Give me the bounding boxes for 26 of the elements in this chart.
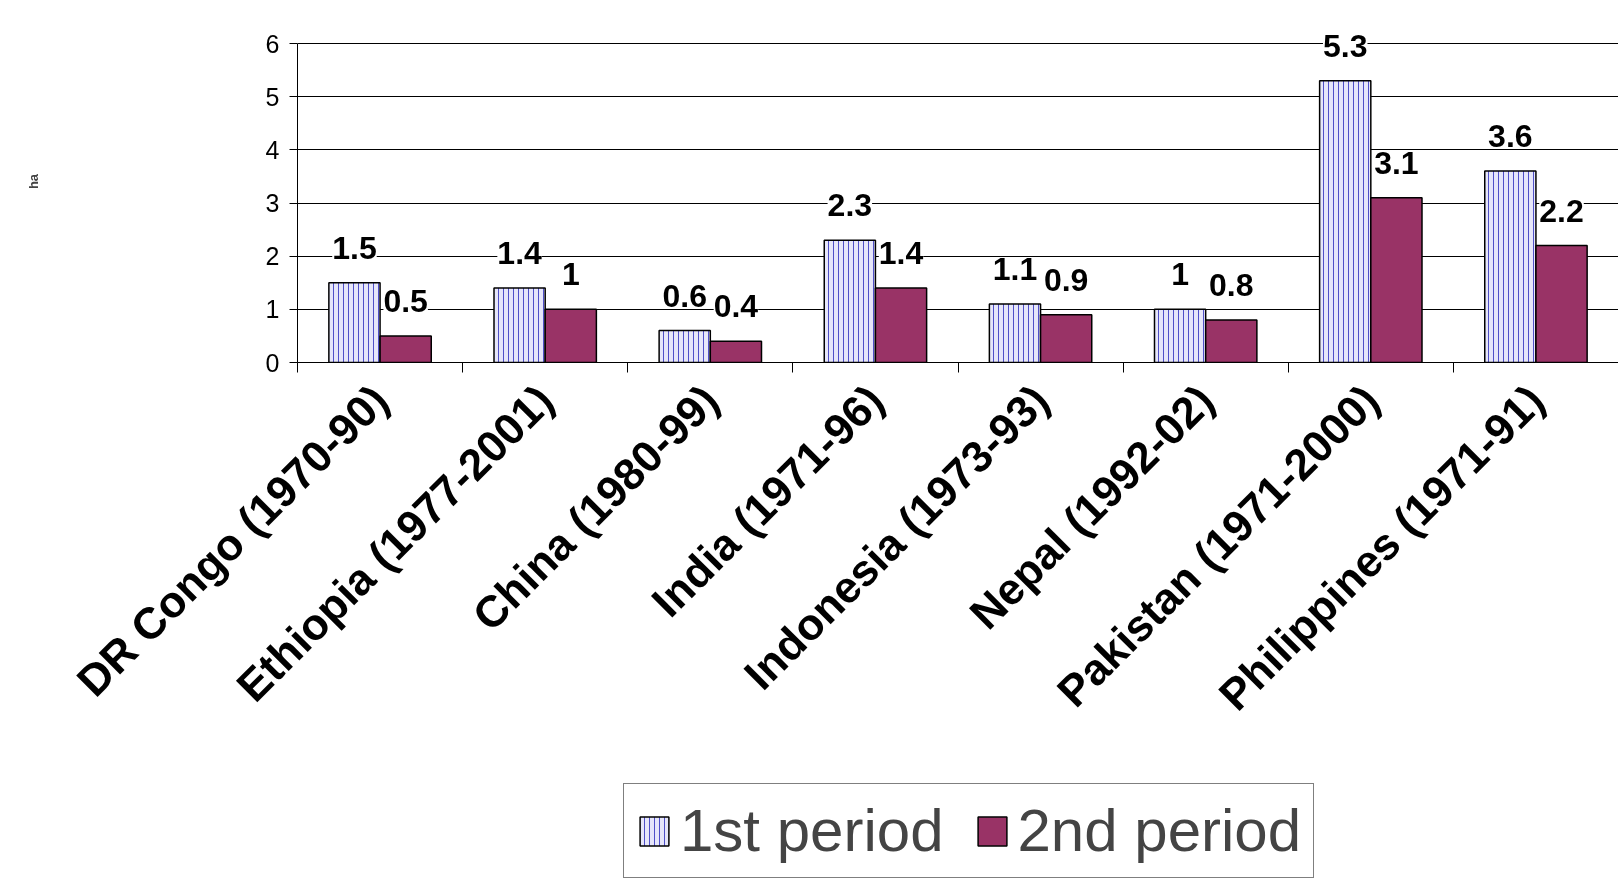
data-label: 0.4 xyxy=(713,288,759,325)
y-tick-label: 2 xyxy=(265,242,280,271)
data-label: 5.3 xyxy=(1322,27,1368,64)
legend-label: 2nd period xyxy=(1017,796,1302,865)
y-tick-label: 6 xyxy=(265,29,280,58)
y-tick-label: 1 xyxy=(265,295,280,324)
data-label: 3.1 xyxy=(1374,144,1419,181)
data-label: 2.2 xyxy=(1539,192,1584,229)
y-axis-title: ha xyxy=(25,173,41,190)
data-label: 1 xyxy=(1171,256,1189,293)
y-tick-label: 5 xyxy=(265,82,280,111)
data-label: 0.9 xyxy=(1043,261,1089,298)
data-label: 0.8 xyxy=(1209,266,1254,303)
data-label: 1.4 xyxy=(497,235,543,272)
data-label: 3.6 xyxy=(1488,118,1533,155)
data-label: 1.5 xyxy=(332,229,377,266)
data-label: 0.5 xyxy=(383,282,428,319)
y-tick-label: 3 xyxy=(265,189,280,217)
data-label: 1.4 xyxy=(878,235,924,272)
data-label: 2.3 xyxy=(827,187,873,224)
data-label: 0.6 xyxy=(662,277,707,314)
data-label: 1 xyxy=(561,256,580,293)
y-tick-label: 0 xyxy=(265,348,280,377)
legend-label: 1st period xyxy=(680,796,944,865)
y-tick-label: 4 xyxy=(265,135,280,164)
data-label: 1.1 xyxy=(992,251,1038,288)
